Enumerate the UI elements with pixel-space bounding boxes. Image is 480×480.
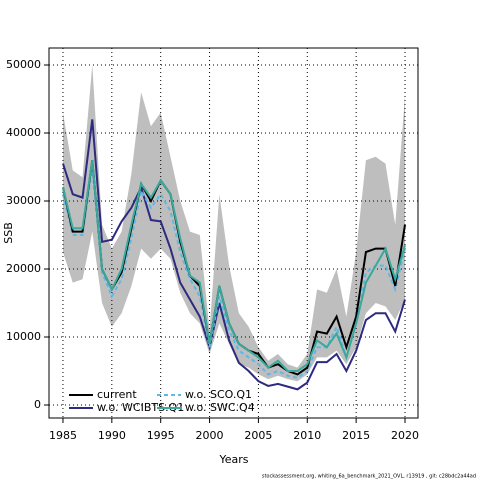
y-axis-label: SSB	[2, 222, 15, 244]
confidence-band	[62, 64, 406, 382]
y-tick-label: 40000	[6, 126, 41, 139]
y-tick-label: 30000	[6, 194, 41, 207]
y-tick-label: 10000	[6, 330, 41, 343]
y-tick-label: 50000	[6, 58, 41, 71]
x-tick-label: 2015	[342, 429, 370, 442]
x-tick-label: 2010	[293, 429, 321, 442]
x-tick-label: 2020	[391, 429, 419, 442]
x-tick-label: 1995	[147, 429, 175, 442]
y-tick-label: 0	[34, 398, 41, 411]
legend-label: w.o. WCIBTS.Q1	[97, 401, 184, 414]
series-line	[62, 160, 406, 372]
y-tick-label: 20000	[6, 262, 41, 275]
x-tick-label: 1990	[98, 429, 126, 442]
series-line	[62, 119, 406, 391]
footer: stockassessment.org, whiting_6a_benchmar…	[262, 474, 476, 480]
x-tick-label: 1985	[49, 429, 77, 442]
legend-label: w.o. SCO.Q1	[185, 388, 252, 401]
x-axis-label: Years	[218, 453, 248, 466]
legend-label: w.o. SWC.Q4	[185, 401, 255, 414]
x-tick-label: 2005	[244, 429, 272, 442]
plot-frame	[48, 47, 419, 419]
x-tick-label: 2000	[196, 429, 224, 442]
legend-label: current	[97, 388, 137, 401]
